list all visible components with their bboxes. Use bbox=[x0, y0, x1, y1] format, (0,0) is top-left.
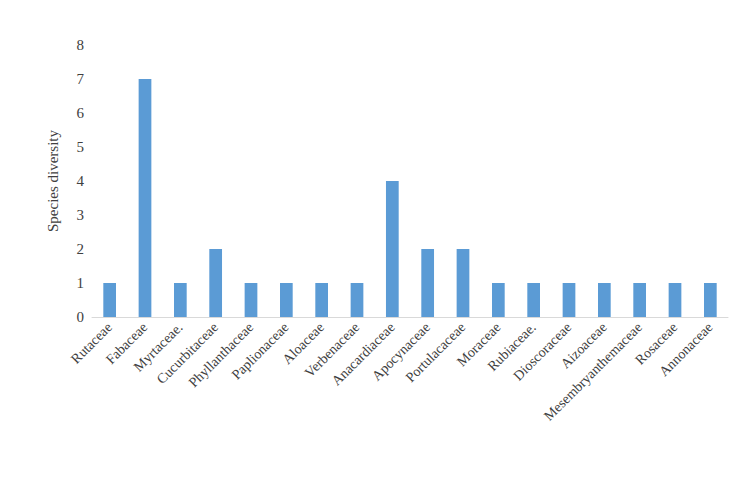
svg-text:Moraceae: Moraceae bbox=[454, 319, 504, 370]
svg-text:Rubiaceae.: Rubiaceae. bbox=[484, 319, 539, 374]
svg-text:Rosaceae: Rosaceae bbox=[632, 319, 681, 368]
svg-text:Anacardiaceae: Anacardiaceae bbox=[328, 319, 398, 389]
svg-text:Apocynaceae: Apocynaceae bbox=[369, 319, 433, 384]
svg-text:3: 3 bbox=[77, 207, 85, 223]
svg-text:5: 5 bbox=[77, 139, 85, 155]
svg-text:2: 2 bbox=[77, 241, 85, 257]
svg-text:Phyllanthaceae: Phyllanthaceae bbox=[185, 319, 257, 391]
svg-text:8: 8 bbox=[77, 37, 85, 53]
svg-text:Cucurbitaceae: Cucurbitaceae bbox=[153, 319, 221, 387]
svg-text:0: 0 bbox=[77, 309, 85, 325]
svg-text:Rutaceae: Rutaceae bbox=[68, 319, 115, 367]
svg-text:Paplionaceae: Paplionaceae bbox=[229, 320, 292, 383]
svg-text:Mesembryanthemaceae: Mesembryanthemaceae bbox=[541, 320, 645, 424]
svg-text:Verbenaceae: Verbenaceae bbox=[301, 319, 363, 381]
svg-text:Portulacaceae: Portulacaceae bbox=[403, 320, 469, 386]
svg-text:6: 6 bbox=[77, 105, 85, 121]
svg-text:Dioscoraceae: Dioscoraceae bbox=[510, 320, 574, 384]
svg-text:1: 1 bbox=[77, 275, 85, 291]
svg-text:4: 4 bbox=[77, 173, 85, 189]
svg-text:Fabaceae: Fabaceae bbox=[102, 319, 151, 368]
svg-text:Annonaceae: Annonaceae bbox=[656, 320, 715, 379]
svg-text:Aizoaceae: Aizoaceae bbox=[557, 319, 610, 372]
svg-text:Myrtaceae.: Myrtaceae. bbox=[130, 319, 186, 375]
svg-text:7: 7 bbox=[77, 71, 85, 87]
svg-text:Species diversity: Species diversity bbox=[45, 129, 61, 232]
svg-text:Aloaceae: Aloaceae bbox=[279, 319, 327, 368]
